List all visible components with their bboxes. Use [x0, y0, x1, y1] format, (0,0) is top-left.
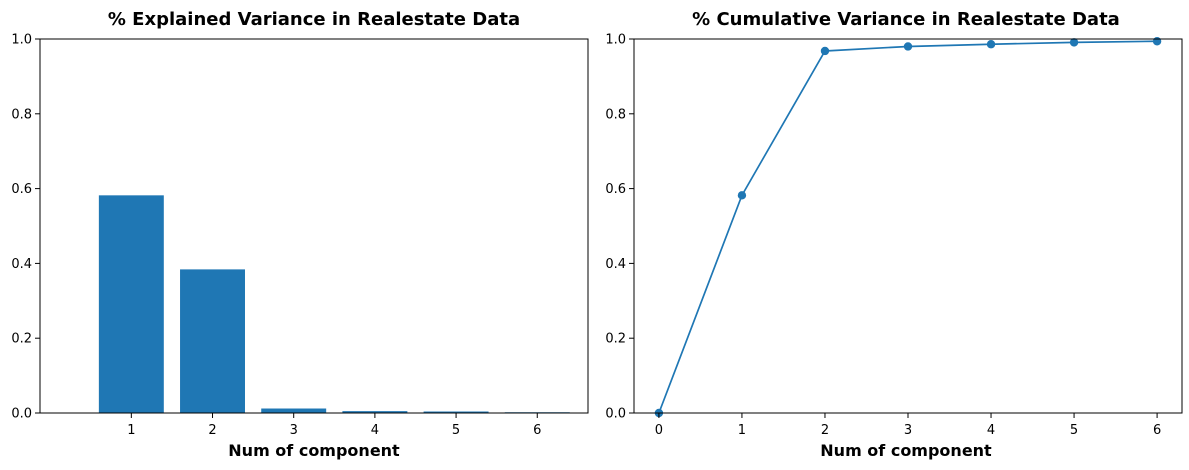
bar-1	[98, 195, 164, 413]
y-tick-label: 0.4	[11, 257, 32, 272]
x-tick-label: 5	[452, 423, 460, 438]
y-axis-ticks: 0.0 0.2 0.4 0.6 0.8 1.0	[11, 33, 40, 422]
x-tick-label: 2	[208, 423, 216, 438]
y-tick-label: 0.6	[605, 182, 626, 197]
axes-frame	[39, 38, 589, 414]
x-tick-label: 6	[1153, 423, 1161, 438]
y-tick-label: 0.8	[11, 107, 32, 122]
y-axis-ticks: 0.0 0.2 0.4 0.6 0.8 1.0	[605, 33, 634, 422]
line-series	[654, 37, 1162, 418]
y-tick-label: 0.0	[605, 407, 626, 422]
y-tick-label: 1.0	[605, 33, 626, 48]
x-tick-label: 3	[290, 423, 298, 438]
y-tick-label: 1.0	[11, 33, 32, 48]
axes-frame	[633, 38, 1183, 414]
x-tick-label: 2	[821, 423, 829, 438]
x-tick-label: 4	[371, 423, 379, 438]
x-axis-label: Num of component	[228, 441, 400, 460]
x-tick-label: 1	[738, 423, 746, 438]
x-tick-label: 5	[1070, 423, 1078, 438]
bar-5	[423, 411, 489, 413]
y-tick-label: 0.8	[605, 107, 626, 122]
x-tick-label: 6	[533, 423, 541, 438]
cumulative-variance-chart: % Cumulative Variance in Realestate Data…	[605, 9, 1183, 460]
cumulative-line	[658, 40, 1158, 414]
x-axis-ticks: 1 2 3 4 5 6	[127, 413, 541, 438]
x-axis-ticks: 0 1 2 3 4 5 6	[655, 413, 1161, 438]
x-tick-label: 4	[987, 423, 995, 438]
bar-4	[342, 411, 408, 413]
point-6	[1152, 37, 1162, 46]
point-1	[737, 191, 747, 200]
chart-title: % Cumulative Variance in Realestate Data	[692, 9, 1120, 30]
y-tick-label: 0.6	[11, 182, 32, 197]
x-tick-label: 1	[127, 423, 135, 438]
point-2	[820, 46, 830, 56]
explained-variance-chart: % Explained Variance in Realestate Data …	[11, 9, 589, 460]
x-tick-label: 0	[655, 423, 663, 438]
bar-2	[180, 269, 245, 413]
y-tick-label: 0.0	[11, 407, 32, 422]
x-tick-label: 3	[904, 423, 912, 438]
point-3	[903, 42, 913, 51]
chart-title: % Explained Variance in Realestate Data	[108, 9, 520, 30]
bar-3	[261, 408, 327, 413]
y-tick-label: 0.2	[605, 332, 626, 347]
bars	[98, 195, 570, 413]
y-tick-label: 0.4	[605, 257, 626, 272]
point-4	[986, 40, 996, 49]
y-tick-label: 0.2	[11, 332, 32, 347]
x-axis-label: Num of component	[820, 441, 992, 460]
point-5	[1069, 38, 1079, 47]
